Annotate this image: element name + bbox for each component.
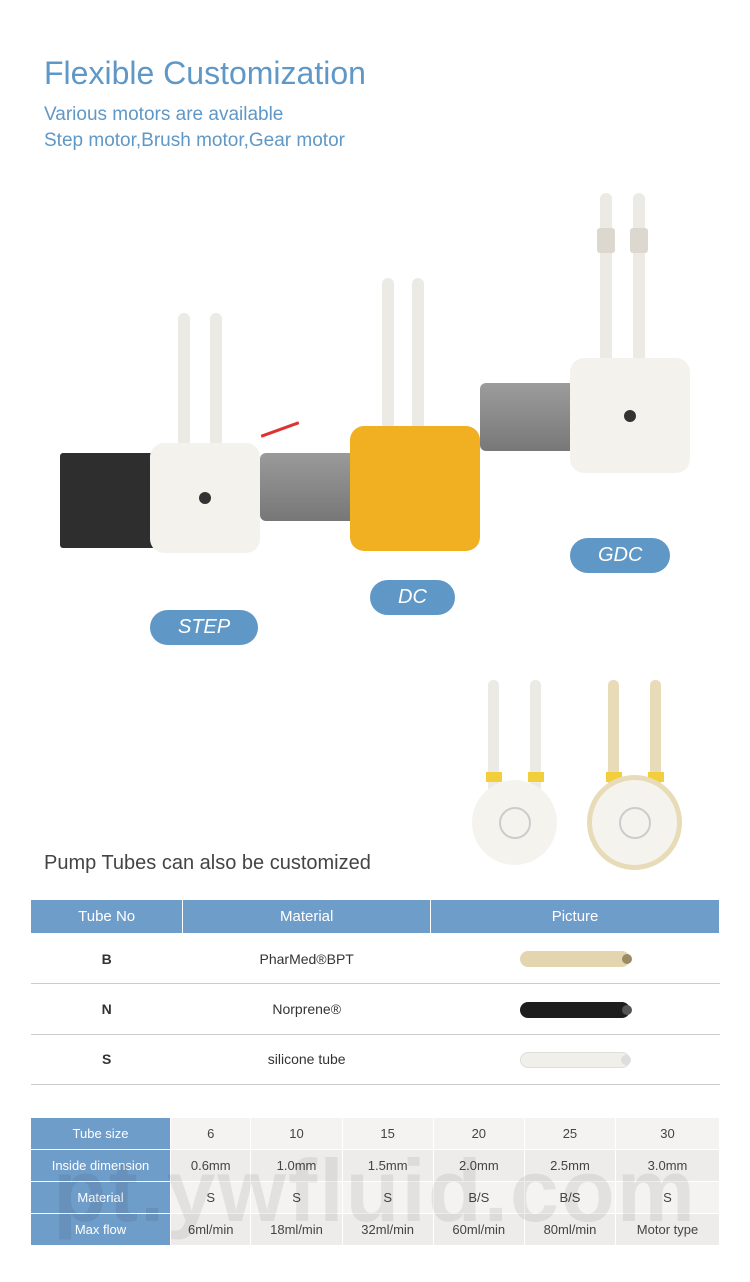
table-row: N Norprene® [31,984,720,1034]
cell: 20 [433,1118,524,1150]
t1-header-material: Material [183,900,431,934]
t1-header-no: Tube No [31,900,183,934]
cell: 15 [342,1118,433,1150]
cell: 32ml/min [342,1214,433,1246]
t2-row-label: Tube size [31,1118,171,1150]
cell: 10 [251,1118,342,1150]
cell: 0.6mm [171,1150,251,1182]
t2-row-label: Inside dimension [31,1150,171,1182]
cell: 1.5mm [342,1150,433,1182]
cell: 1.0mm [251,1150,342,1182]
cell: 30 [616,1118,720,1150]
cell: 18ml/min [251,1214,342,1246]
tube-sil-icon [520,1052,630,1068]
subtitle-2: Step motor,Brush motor,Gear motor [0,128,750,154]
cell: S [342,1182,433,1214]
cell: PharMed®BPT [183,934,431,984]
tube-material-table: Tube No Material Picture B PharMed®BPT N… [30,899,720,1085]
label-dc: DC [370,580,455,615]
cell: Motor type [616,1214,720,1246]
cell: S [251,1182,342,1214]
cell: N [31,984,183,1034]
cell: 2.5mm [524,1150,615,1182]
subtitle-1: Various motors are available [0,102,750,128]
page-title: Flexible Customization [0,0,750,102]
cell: S [171,1182,251,1214]
cell: B/S [433,1182,524,1214]
cell [431,984,720,1034]
table-row: S silicone tube [31,1034,720,1084]
t1-header-picture: Picture [431,900,720,934]
cell: 25 [524,1118,615,1150]
cell: 80ml/min [524,1214,615,1246]
t2-row-label: Max flow [31,1214,171,1246]
cell: silicone tube [183,1034,431,1084]
cell: 6 [171,1118,251,1150]
label-gdc: GDC [570,538,670,573]
table-row: B PharMed®BPT [31,934,720,984]
cell [431,934,720,984]
tube-heads-illustration [462,670,702,880]
tube-nor-icon [520,1002,630,1018]
cell: B/S [524,1182,615,1214]
tubes-section-title: Pump Tubes can also be customized [44,852,371,875]
tube-bpt-icon [520,951,630,967]
t2-row-label: Material [31,1182,171,1214]
cell [431,1034,720,1084]
label-step: STEP [150,610,258,645]
cell: 6ml/min [171,1214,251,1246]
cell: B [31,934,183,984]
tube-spec-table: Tube size 6 10 15 20 25 30 Inside dimens… [30,1117,720,1246]
cell: Norprene® [183,984,431,1034]
cell: S [31,1034,183,1084]
cell: 3.0mm [616,1150,720,1182]
cell: 60ml/min [433,1214,524,1246]
cell: 2.0mm [433,1150,524,1182]
cell: S [616,1182,720,1214]
